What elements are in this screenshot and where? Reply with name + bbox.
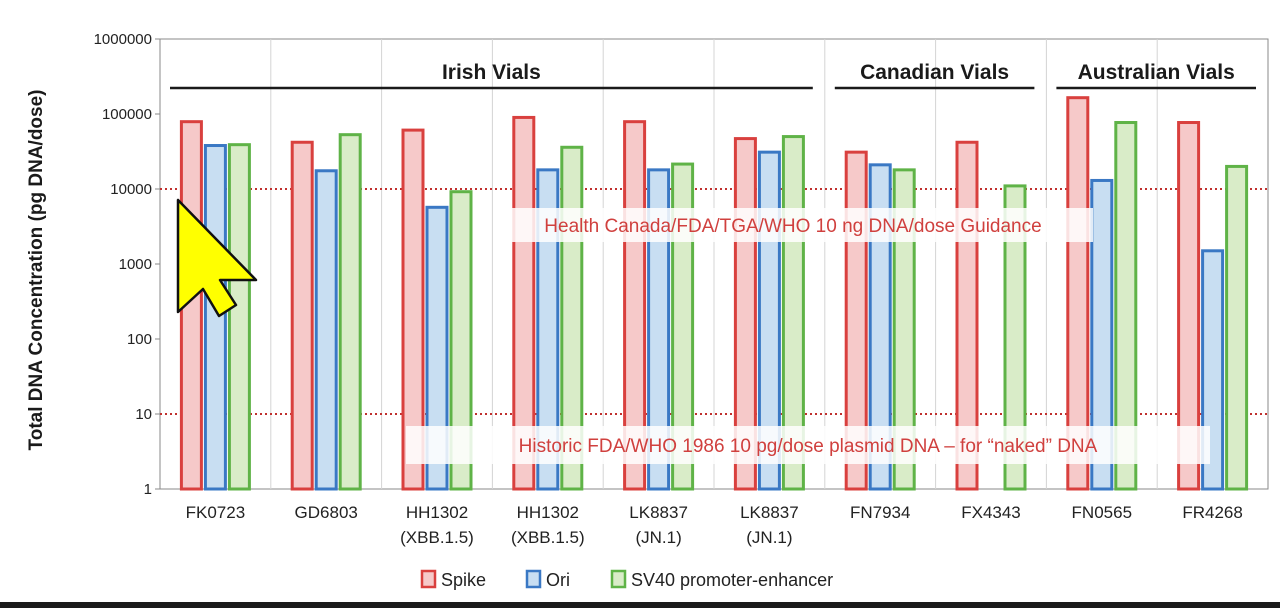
legend-swatch bbox=[420, 569, 437, 589]
category-label: FN0565 bbox=[1072, 503, 1132, 522]
mouse-pointer-arrow-icon bbox=[176, 198, 258, 318]
bar-ori-5 bbox=[647, 168, 671, 491]
y-tick-label: 10000 bbox=[110, 181, 152, 198]
legend-swatch bbox=[525, 569, 542, 589]
bar-sv40-promoter-enhancer-3 bbox=[449, 190, 473, 491]
y-tick-label: 1000 bbox=[119, 256, 152, 273]
bar-sv40-promoter-enhancer-5 bbox=[671, 162, 695, 491]
category-label: HH1302 bbox=[517, 503, 579, 522]
y-tick-label: 100 bbox=[127, 331, 152, 348]
bar-ori-2 bbox=[314, 169, 338, 491]
y-tick-label: 10 bbox=[135, 406, 152, 423]
bar-spike-2 bbox=[290, 140, 314, 491]
bar-sv40-promoter-enhancer-7 bbox=[892, 168, 916, 491]
annotation-background bbox=[493, 208, 1093, 242]
bar-spike-10 bbox=[1177, 121, 1201, 491]
bar-ori-1 bbox=[203, 144, 227, 491]
bar-ori-9 bbox=[1090, 178, 1114, 491]
legend-swatch bbox=[610, 569, 627, 589]
reference-annotation: Historic FDA/WHO 1986 10 pg/dose plasmid… bbox=[519, 436, 1098, 457]
y-axis-label: Total DNA Concentration (pg DNA/dose) bbox=[26, 90, 47, 451]
bar-spike-3 bbox=[401, 128, 425, 491]
legend-label: SV40 promoter-enhancer bbox=[631, 570, 833, 590]
bar-sv40-promoter-enhancer-10 bbox=[1225, 164, 1249, 491]
legend-label: Spike bbox=[441, 570, 486, 590]
bar-ori-7 bbox=[868, 163, 892, 491]
x-axis-categories: FK0723 GD6803 HH1302 (XBB.1.5) HH1302 (XBB.1.… bbox=[186, 503, 1243, 547]
y-axis-ticks: 1 10 100 1000 10000 100000 1000000 bbox=[94, 31, 160, 498]
bar-sv40-promoter-enhancer-9 bbox=[1114, 121, 1138, 491]
group-label: Irish Vials bbox=[442, 61, 541, 84]
legend-label: Ori bbox=[546, 570, 570, 590]
bar-spike-9 bbox=[1066, 96, 1090, 491]
vial-groups: Irish Vials Canadian Vials Australian Vial… bbox=[170, 61, 1256, 90]
category-label: FR4268 bbox=[1182, 503, 1242, 522]
bar-sv40-promoter-enhancer-2 bbox=[338, 133, 362, 491]
bar-sv40-promoter-enhancer-8 bbox=[1003, 184, 1027, 491]
category-label: GD6803 bbox=[295, 503, 358, 522]
category-label: LK8837 bbox=[740, 503, 799, 522]
category-label: (JN.1) bbox=[746, 528, 792, 547]
category-label: (XBB.1.5) bbox=[511, 528, 585, 547]
y-tick-label: 100000 bbox=[102, 106, 152, 123]
bar-ori-3 bbox=[425, 205, 449, 491]
category-label: LK8837 bbox=[629, 503, 688, 522]
category-label: FN7934 bbox=[850, 503, 910, 522]
category-label: FX4343 bbox=[961, 503, 1021, 522]
bar-ori-4 bbox=[536, 168, 560, 491]
category-label: (XBB.1.5) bbox=[400, 528, 474, 547]
group-label: Australian Vials bbox=[1078, 61, 1235, 84]
y-tick-label: 1 bbox=[144, 481, 152, 498]
bar-sv40-promoter-enhancer-1 bbox=[227, 143, 251, 491]
category-label: HH1302 bbox=[406, 503, 468, 522]
annotation-background bbox=[406, 426, 1210, 464]
category-label: (JN.1) bbox=[635, 528, 681, 547]
group-label: Canadian Vials bbox=[860, 61, 1009, 84]
y-tick-label: 1000000 bbox=[94, 31, 152, 48]
reference-annotation: Health Canada/FDA/TGA/WHO 10 ng DNA/dose… bbox=[544, 216, 1041, 237]
legend: Spike Ori SV40 promoter-enhancer bbox=[420, 569, 833, 590]
category-label: FK0723 bbox=[186, 503, 246, 522]
reference-annotations: Health Canada/FDA/TGA/WHO 10 ng DNA/dose… bbox=[406, 208, 1210, 464]
